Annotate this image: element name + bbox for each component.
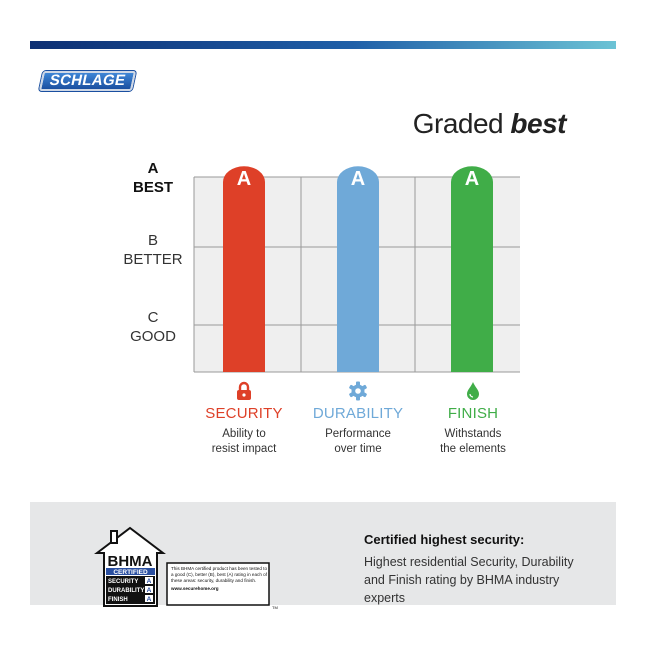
y-label-best: A BEST bbox=[132, 160, 173, 196]
top-gradient-bar bbox=[30, 41, 616, 49]
bar-grade-label: A bbox=[465, 168, 479, 190]
svg-text:SECURITY: SECURITY bbox=[108, 579, 138, 585]
drop-icon bbox=[403, 380, 543, 402]
category-security: SECURITY Ability to resist impact bbox=[174, 380, 314, 457]
svg-text:TM: TM bbox=[272, 605, 278, 610]
page-title: Graded best bbox=[412, 108, 567, 139]
category-name: SECURITY bbox=[205, 405, 283, 422]
category-description: Withstands the elements bbox=[440, 428, 506, 455]
bar-grade-label: A bbox=[351, 168, 365, 190]
category-durability: DURABILITY Performance over time bbox=[288, 380, 428, 457]
bar-security bbox=[223, 166, 265, 372]
svg-text:DURABILITY: DURABILITY bbox=[108, 588, 144, 594]
svg-text:CERTIFIED: CERTIFIED bbox=[113, 569, 148, 576]
certification-body: Highest residential Security, Durability… bbox=[364, 555, 574, 605]
certification-text: Certified highest security: Highest resi… bbox=[364, 532, 594, 607]
certification-heading: Certified highest security: bbox=[364, 532, 525, 547]
category-name: DURABILITY bbox=[312, 405, 404, 422]
svg-text:A: A bbox=[147, 596, 152, 603]
svg-text:FINISH: FINISH bbox=[108, 597, 128, 603]
category-description: Ability to resist impact bbox=[211, 428, 277, 455]
y-label-better: B BETTER bbox=[123, 232, 183, 268]
category-description: Performance over time bbox=[325, 428, 391, 455]
lock-icon bbox=[174, 380, 314, 402]
bar-grade-label: A bbox=[237, 168, 251, 190]
bhma-certified-badge: BHMA CERTIFIED SECURITY DURABILITY FINIS… bbox=[92, 526, 282, 615]
category-name: FINISH bbox=[447, 405, 499, 422]
y-label-good: C GOOD bbox=[130, 309, 176, 345]
svg-text:A: A bbox=[147, 587, 152, 594]
category-finish: FINISH Withstands the elements bbox=[403, 380, 543, 457]
bar-finish bbox=[451, 166, 493, 372]
svg-text:BHMA: BHMA bbox=[108, 553, 153, 570]
gear-icon bbox=[288, 380, 428, 402]
bar-durability bbox=[337, 166, 379, 372]
svg-text:A: A bbox=[147, 578, 152, 585]
